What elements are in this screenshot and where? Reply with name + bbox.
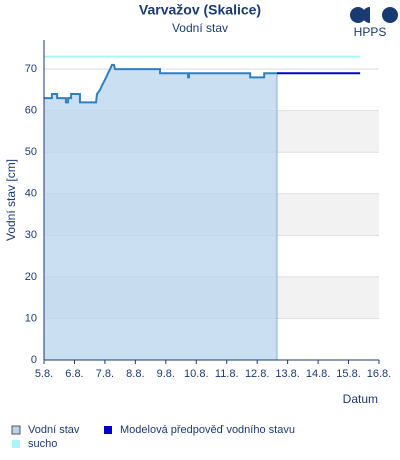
chart-title: Varvažov (Skalice) xyxy=(139,2,261,18)
legend-swatch xyxy=(11,425,21,435)
x-tick-label: 6.8. xyxy=(65,368,83,380)
logo-text: HPPS xyxy=(354,25,387,39)
x-tick-label: 15.8. xyxy=(336,368,360,380)
x-tick-label: 7.8. xyxy=(96,368,114,380)
y-tick-label: 40 xyxy=(25,188,37,200)
y-tick-label: 60 xyxy=(25,105,37,117)
y-tick-label: 0 xyxy=(31,354,37,366)
y-tick-label: 70 xyxy=(25,63,37,75)
y-axis-label: Vodní stav [cm] xyxy=(4,159,18,241)
x-tick-label: 13.8. xyxy=(275,368,299,380)
line xyxy=(44,63,277,104)
y-tick-label: 10 xyxy=(25,312,37,324)
x-tick-label: 5.8. xyxy=(35,368,53,380)
area xyxy=(43,64,278,361)
y-tick-label: 30 xyxy=(25,229,37,241)
y-tick-label: 20 xyxy=(25,271,37,283)
x-tick-label: 11.8. xyxy=(215,368,239,380)
legend-swatch xyxy=(12,440,20,448)
x-tick-label: 16.8. xyxy=(367,368,391,380)
x-tick-label: 12.8. xyxy=(245,368,269,380)
logo-half xyxy=(362,7,370,23)
x-tick-label: 10.8. xyxy=(184,368,208,380)
y-tick-label: 50 xyxy=(25,146,37,158)
x-tick-label: 8.8. xyxy=(126,368,144,380)
logo-circle xyxy=(350,7,366,23)
logo: HPPS xyxy=(350,7,398,39)
x-axis-label: Datum xyxy=(343,392,378,406)
legend-swatch xyxy=(104,426,112,434)
chart-subtitle: Vodní stav xyxy=(172,21,228,35)
logo-circle xyxy=(382,7,398,23)
x-tick-label: 14.8. xyxy=(306,368,330,380)
legend-label: Vodní stav xyxy=(28,424,80,436)
legend-label: Modelová předpověď vodního stavu xyxy=(120,424,295,436)
x-tick-label: 9.8. xyxy=(157,368,175,380)
legend-label: sucho xyxy=(28,438,57,450)
